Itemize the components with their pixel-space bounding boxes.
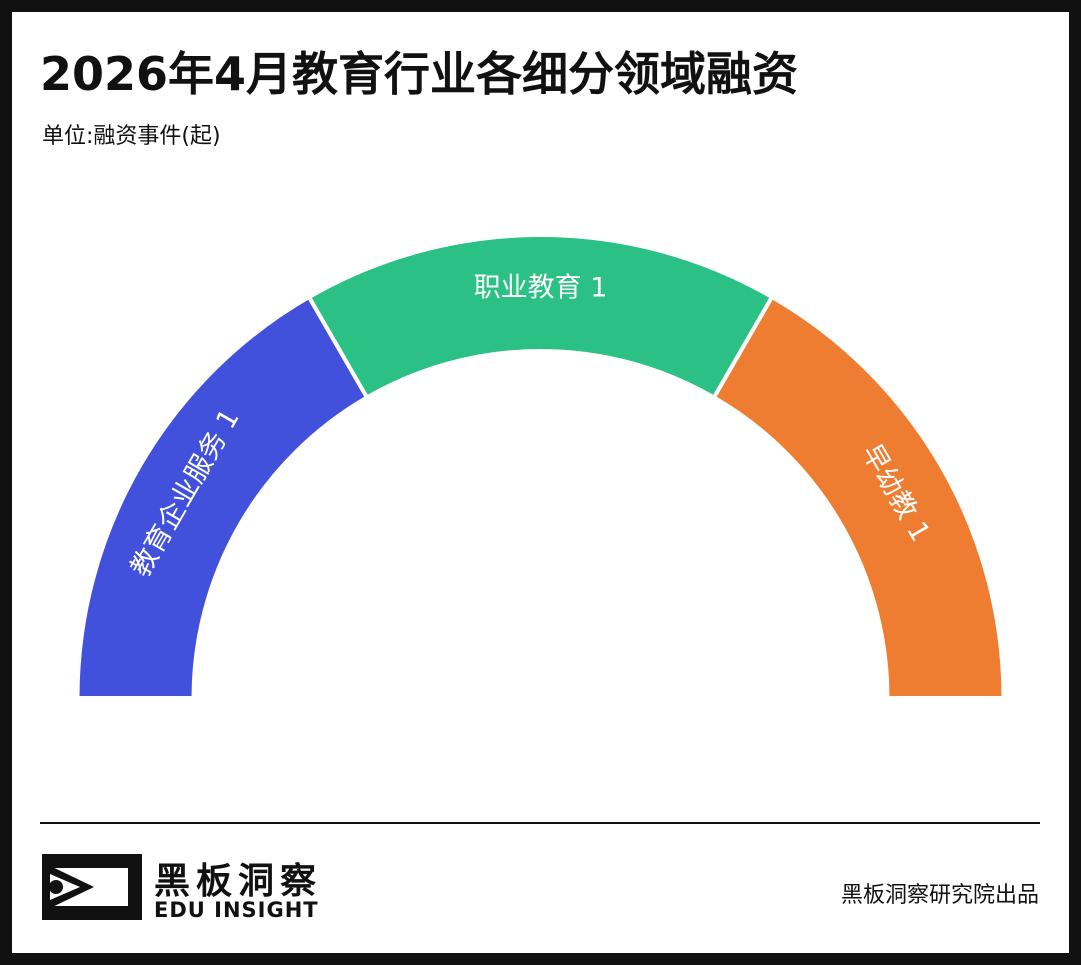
chart-title: 2026年4月教育行业各细分领域融资 — [40, 47, 799, 101]
footer-divider — [40, 822, 1040, 824]
brand-name-en: EDU INSIGHT — [154, 898, 319, 922]
chart-card: 2026年4月教育行业各细分领域融资 单位:融资事件(起) 教育企业服务 1 职业… — [12, 12, 1069, 953]
eye-in-frame-icon — [42, 854, 142, 920]
slice-2 — [711, 294, 1006, 700]
slice-label-1: 职业教育 1 — [474, 273, 608, 304]
slice-0 — [75, 294, 370, 700]
credit-text: 黑板洞察研究院出品 — [840, 883, 1039, 908]
chart-subtitle: 单位:融资事件(起) — [42, 124, 221, 149]
slice-1 — [306, 233, 775, 401]
brand-name-cn: 黑板洞察 — [154, 861, 323, 902]
